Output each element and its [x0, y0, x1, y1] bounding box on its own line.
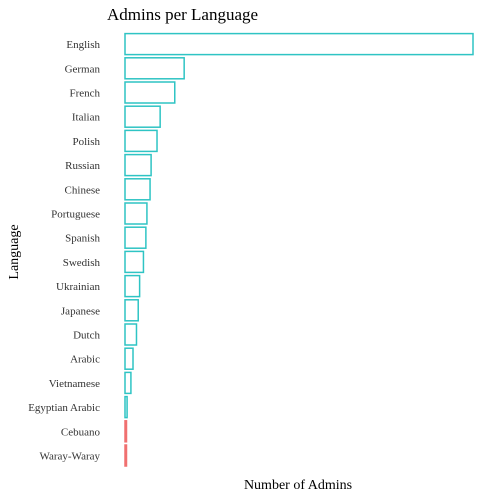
y-tick-label: Arabic: [70, 354, 100, 366]
y-tick-label: Chinese: [65, 184, 101, 196]
y-tick-label: Cebuano: [61, 426, 101, 438]
bar-russian: [124, 153, 152, 177]
chart-title: Admins per Language: [107, 5, 258, 24]
bar-ukrainian: [124, 274, 141, 298]
y-tick-label: Ukrainian: [56, 281, 100, 293]
bar-arabic: [124, 347, 134, 370]
bar-portuguese: [124, 202, 148, 225]
bars-group: [124, 32, 474, 467]
y-tick-label: Egyptian Arabic: [28, 402, 100, 414]
y-tick-label: Spanish: [65, 233, 100, 245]
bar-japanese: [124, 299, 139, 322]
y-tick-label: Portuguese: [51, 209, 100, 221]
bar-spanish: [124, 226, 147, 249]
y-tick-label: Vietnamese: [49, 378, 100, 390]
y-tick-label: English: [66, 39, 100, 51]
bar-polish: [124, 129, 158, 153]
y-tick-label: Japanese: [61, 305, 100, 317]
bar-english: [124, 32, 474, 56]
bar-dutch: [124, 323, 138, 346]
y-tick-label: Swedish: [63, 257, 101, 269]
bar-vietnamese: [124, 371, 132, 395]
y-tick-label: Dutch: [73, 330, 100, 342]
y-tick-label: Waray-Waray: [39, 451, 100, 463]
bar-german: [124, 57, 185, 80]
y-axis-label: Language: [7, 224, 22, 279]
y-tick-label: French: [69, 88, 100, 100]
x-axis-label: Number of Admins: [244, 478, 352, 493]
y-tick-label: Italian: [72, 112, 101, 124]
y-tick-label: German: [65, 63, 101, 75]
bar-cebuano: [124, 420, 128, 443]
bar-french: [124, 81, 176, 104]
y-tick-label: Polish: [72, 136, 100, 148]
bar-chinese: [124, 178, 151, 201]
y-tick-labels: English German French Italian Polish Russian C…: [28, 39, 100, 462]
bar-italian: [124, 105, 161, 128]
bar-swedish: [124, 250, 145, 274]
bar-waray-waray: [124, 444, 128, 467]
bar-egyptian-arabic: [124, 395, 128, 419]
y-tick-label: Russian: [65, 160, 100, 172]
